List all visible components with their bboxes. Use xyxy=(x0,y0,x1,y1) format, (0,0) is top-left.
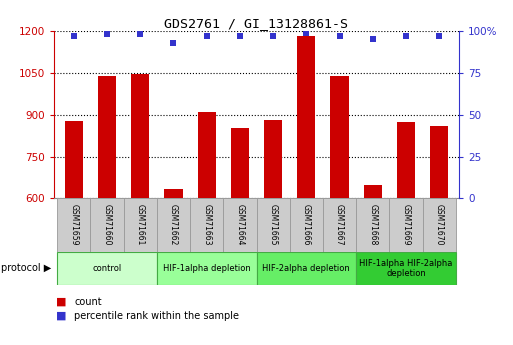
Text: GSM71659: GSM71659 xyxy=(69,204,78,246)
Text: ■: ■ xyxy=(56,297,67,307)
Bar xyxy=(264,120,282,198)
Bar xyxy=(423,198,456,252)
Title: GDS2761 / GI_13128861-S: GDS2761 / GI_13128861-S xyxy=(165,17,348,30)
Text: ■: ■ xyxy=(56,311,67,321)
Text: GSM71668: GSM71668 xyxy=(368,205,377,246)
Text: GSM71666: GSM71666 xyxy=(302,204,311,246)
Bar xyxy=(57,198,90,252)
Text: percentile rank within the sample: percentile rank within the sample xyxy=(74,311,240,321)
Text: GSM71661: GSM71661 xyxy=(136,205,145,246)
Bar xyxy=(157,198,190,252)
Text: GSM71662: GSM71662 xyxy=(169,205,178,246)
Bar xyxy=(256,252,356,285)
Bar xyxy=(397,122,415,198)
Text: GSM71669: GSM71669 xyxy=(402,204,410,246)
Bar xyxy=(330,76,349,198)
Text: HIF-1alpha HIF-2alpha
depletion: HIF-1alpha HIF-2alpha depletion xyxy=(359,258,452,278)
Bar xyxy=(164,189,183,198)
Bar xyxy=(98,76,116,198)
Bar xyxy=(90,198,124,252)
Text: GSM71663: GSM71663 xyxy=(202,204,211,246)
Bar xyxy=(356,252,456,285)
Bar xyxy=(356,198,389,252)
Bar xyxy=(65,121,83,198)
Bar xyxy=(256,198,290,252)
Bar xyxy=(231,128,249,198)
Text: HIF-2alpha depletion: HIF-2alpha depletion xyxy=(263,264,350,273)
Text: control: control xyxy=(92,264,122,273)
Text: GSM71670: GSM71670 xyxy=(435,204,444,246)
Bar xyxy=(430,126,448,198)
Bar xyxy=(198,112,216,198)
Text: GSM71664: GSM71664 xyxy=(235,204,244,246)
Bar xyxy=(57,252,157,285)
Bar xyxy=(290,198,323,252)
Bar xyxy=(323,198,356,252)
Bar xyxy=(131,74,149,198)
Text: HIF-1alpha depletion: HIF-1alpha depletion xyxy=(163,264,250,273)
Text: GSM71667: GSM71667 xyxy=(335,204,344,246)
Text: protocol ▶: protocol ▶ xyxy=(1,263,51,273)
Bar xyxy=(364,185,382,198)
Text: count: count xyxy=(74,297,102,307)
Bar xyxy=(190,198,223,252)
Bar xyxy=(297,36,315,198)
Bar xyxy=(157,252,256,285)
Bar xyxy=(389,198,423,252)
Text: GSM71665: GSM71665 xyxy=(269,204,278,246)
Bar xyxy=(124,198,157,252)
Text: GSM71660: GSM71660 xyxy=(103,204,111,246)
Bar xyxy=(223,198,256,252)
